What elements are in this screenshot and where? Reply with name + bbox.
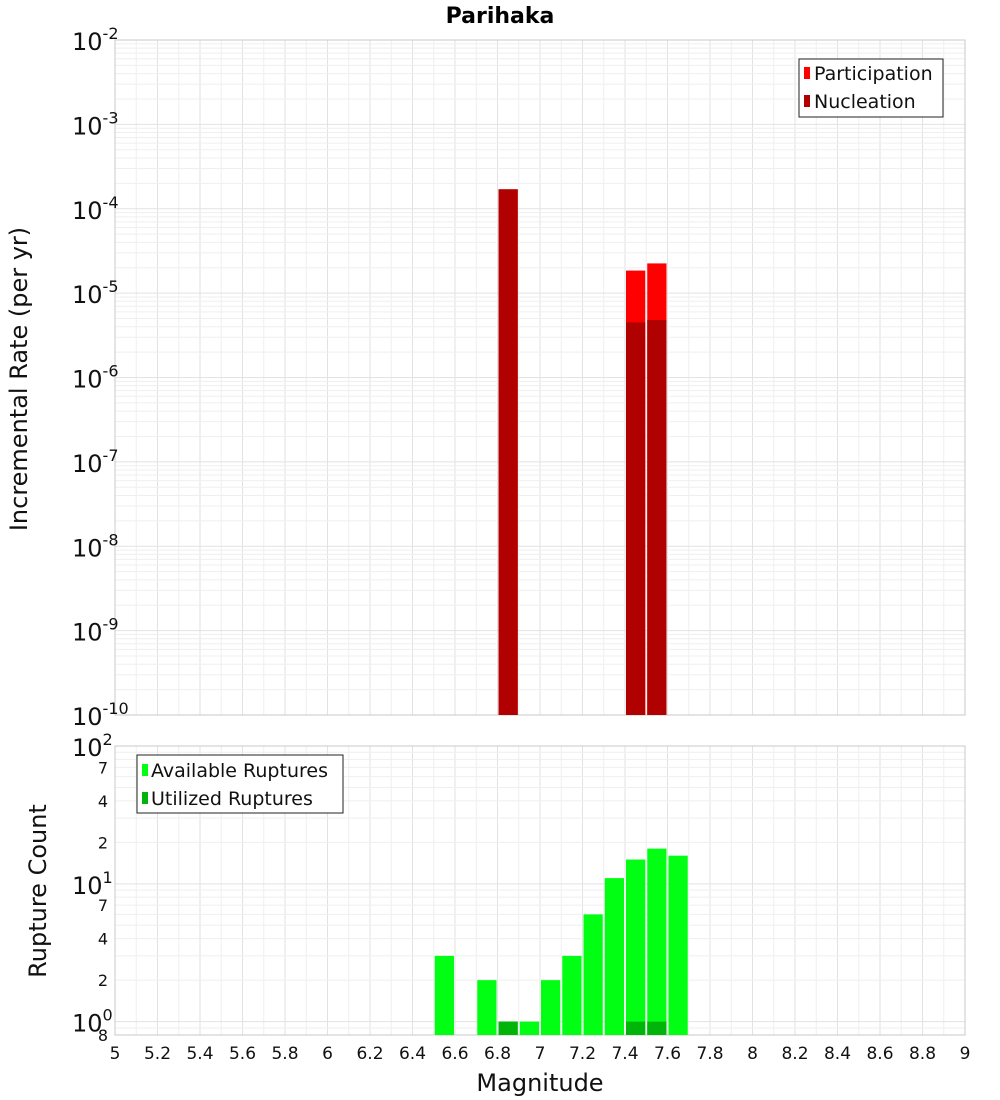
x-tick-label: 5.2 [144, 1044, 171, 1064]
top-y-tick-label: 10-10 [72, 699, 129, 731]
x-tick-label: 6.6 [441, 1044, 468, 1064]
utilized-ruptures-bar [647, 1021, 667, 1035]
top-bars [498, 189, 667, 715]
top-y-tick-label: 10-4 [72, 193, 119, 225]
x-tick-label: 8.6 [866, 1044, 893, 1064]
legend-swatch-participation [804, 67, 810, 79]
bottom-plot-border [114, 745, 966, 1036]
nucleation-bar [647, 320, 667, 715]
x-tick-label: 6.4 [399, 1044, 426, 1064]
x-tick-label: 5.8 [271, 1044, 298, 1064]
nucleation-bar [498, 189, 518, 715]
available-ruptures-bar [668, 855, 688, 1035]
x-tick-label: 7.2 [569, 1044, 596, 1064]
x-tick-label: 7.4 [611, 1044, 638, 1064]
x-tick-label: 7.6 [654, 1044, 681, 1064]
top-y-tick-label: 10-9 [72, 615, 119, 647]
bottom-y-ticks: 102 101 100 7 4 2 7 4 2 8 [72, 730, 113, 1045]
top-y-tick-label: 10-8 [72, 530, 119, 562]
x-tick-label: 7.8 [696, 1044, 723, 1064]
x-tick-label: 5.4 [186, 1044, 213, 1064]
available-ruptures-bar [541, 980, 561, 1035]
bottom-y-minor-tick-label: 7 [98, 758, 108, 777]
legend-swatch-available [142, 764, 148, 776]
available-ruptures-bar [434, 955, 454, 1035]
x-tick-label: 8 [747, 1044, 758, 1064]
legend-label-participation: Participation [814, 63, 933, 85]
top-legend-box [798, 58, 944, 118]
legend-label-nucleation: Nucleation [814, 91, 916, 113]
utilized-ruptures-bar [626, 1021, 646, 1035]
bottom-y-axis-label: Rupture Count [24, 804, 52, 978]
top-legend: Participation Nucleation [798, 58, 944, 118]
x-tick-label: 6.8 [484, 1044, 511, 1064]
top-y-tick-label: 10-2 [72, 24, 119, 56]
bottom-legend: Available Ruptures Utilized Ruptures [136, 754, 344, 814]
x-tick-label: 8.2 [781, 1044, 808, 1064]
legend-label-utilized: Utilized Ruptures [151, 788, 313, 810]
available-ruptures-bar [604, 878, 624, 1035]
bottom-y-minor-tick-label: 2 [98, 971, 108, 990]
bottom-y-tick-label: 101 [72, 868, 113, 900]
top-y-tick-label: 10-6 [72, 362, 119, 394]
available-ruptures-bar [519, 1021, 539, 1035]
top-grid [114, 39, 966, 716]
chart-title: Parihaka [446, 4, 555, 29]
bottom-y-minor-tick-label: 2 [98, 833, 108, 852]
available-ruptures-bar [477, 980, 497, 1035]
x-tick-label: 5 [110, 1044, 121, 1064]
x-tick-label: 6.2 [356, 1044, 383, 1064]
top-y-tick-label: 10-7 [72, 446, 119, 478]
x-ticks: 5 5.2 5.4 5.6 5.8 6 6.2 6.4 6.6 6.8 7 7.2 7.4 7.6 7.8 8… [110, 1044, 971, 1064]
x-tick-label: 5.6 [229, 1044, 256, 1064]
bottom-y-minor-tick-label: 7 [98, 896, 108, 915]
available-ruptures-bar [583, 914, 603, 1035]
available-ruptures-bar [626, 859, 646, 1035]
bottom-y-minor-tick-label: 8 [98, 1026, 108, 1045]
top-y-ticks: 10-2 10-3 10-4 10-5 10-6 10-7 10-8 10-9 10-10 [72, 24, 129, 731]
bottom-y-tick-label: 102 [72, 730, 113, 762]
bottom-y-minor-tick-label: 4 [98, 792, 108, 811]
x-tick-label: 7 [535, 1044, 546, 1064]
bottom-y-tick-label: 100 [72, 1006, 113, 1038]
top-y-axis-label: Incremental Rate (per yr) [5, 227, 33, 531]
top-y-tick-label: 10-5 [72, 277, 119, 309]
x-axis-label: Magnitude [476, 1069, 603, 1097]
bottom-bars [434, 848, 688, 1035]
legend-swatch-nucleation [804, 95, 810, 107]
x-tick-label: 8.4 [824, 1044, 851, 1064]
legend-label-available: Available Ruptures [151, 760, 328, 782]
x-tick-label: 6 [322, 1044, 333, 1064]
available-ruptures-bar [647, 848, 667, 1035]
utilized-ruptures-bar [498, 1021, 518, 1035]
top-plot-border [114, 39, 966, 716]
bottom-legend-box [136, 754, 344, 814]
legend-swatch-utilized [142, 792, 148, 804]
top-y-tick-label: 10-3 [72, 108, 119, 140]
x-tick-label: 8.8 [909, 1044, 936, 1064]
x-tick-label: 9 [960, 1044, 971, 1064]
bottom-y-minor-tick-label: 4 [98, 930, 108, 949]
available-ruptures-bar [562, 955, 582, 1035]
nucleation-bar [626, 322, 646, 715]
